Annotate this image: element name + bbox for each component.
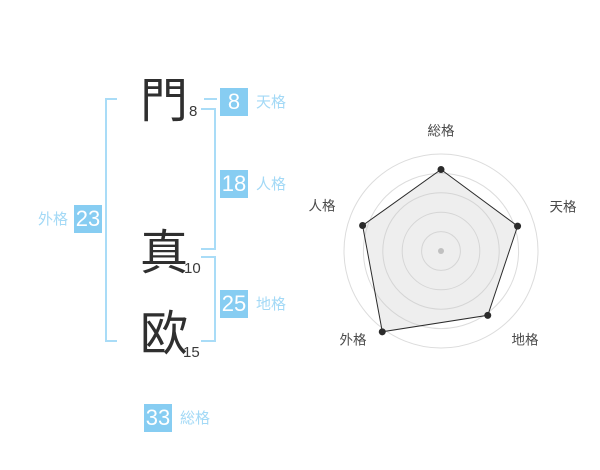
radar-center-dot — [438, 248, 444, 254]
tenkaku-tick — [204, 98, 217, 100]
chikaku-bracket — [201, 256, 216, 342]
tenkaku-label: 天格 — [256, 94, 287, 111]
jinkaku-badge: 18 — [220, 170, 248, 198]
chikaku-badge: 25 — [220, 290, 248, 318]
radar-axis-label: 地格 — [512, 333, 540, 348]
tenkaku-badge: 8 — [220, 88, 248, 116]
radar-vertex-dot — [359, 222, 367, 230]
given-char-1: 真 — [140, 227, 189, 280]
gaikaku-badge: 23 — [74, 205, 102, 233]
radar-axis-label: 総格 — [428, 124, 455, 139]
radar-vertex-dot — [484, 311, 492, 319]
radar-axis-label: 天格 — [550, 200, 578, 215]
chikaku-label: 地格 — [256, 296, 287, 313]
radar-ring — [343, 153, 539, 349]
given-char-1-strokes: 10 — [184, 260, 201, 277]
jinkaku-bracket — [201, 108, 216, 250]
radar-ring — [362, 172, 520, 330]
radar-vertex-dot — [514, 222, 522, 230]
given-char-2: 欧 — [140, 308, 189, 361]
radar-axis-label: 外格 — [340, 333, 367, 348]
soukaku-label: 総格 — [180, 410, 211, 427]
radar-vertex-dot — [378, 328, 386, 336]
surname-char: 門 — [140, 75, 189, 128]
radar-ring — [421, 231, 461, 271]
radar-ring — [401, 211, 481, 291]
gaikaku-bracket — [105, 98, 117, 342]
jinkaku-label: 人格 — [256, 176, 287, 193]
surname-char-strokes: 8 — [189, 103, 198, 120]
radar-axis-label: 人格 — [309, 199, 336, 214]
soukaku-badge: 33 — [144, 404, 172, 432]
radar-vertex-dot — [437, 166, 445, 174]
radar-ring — [382, 192, 500, 310]
given-char-2-strokes: 15 — [183, 344, 200, 361]
gaikaku-label: 外格 — [38, 211, 69, 228]
